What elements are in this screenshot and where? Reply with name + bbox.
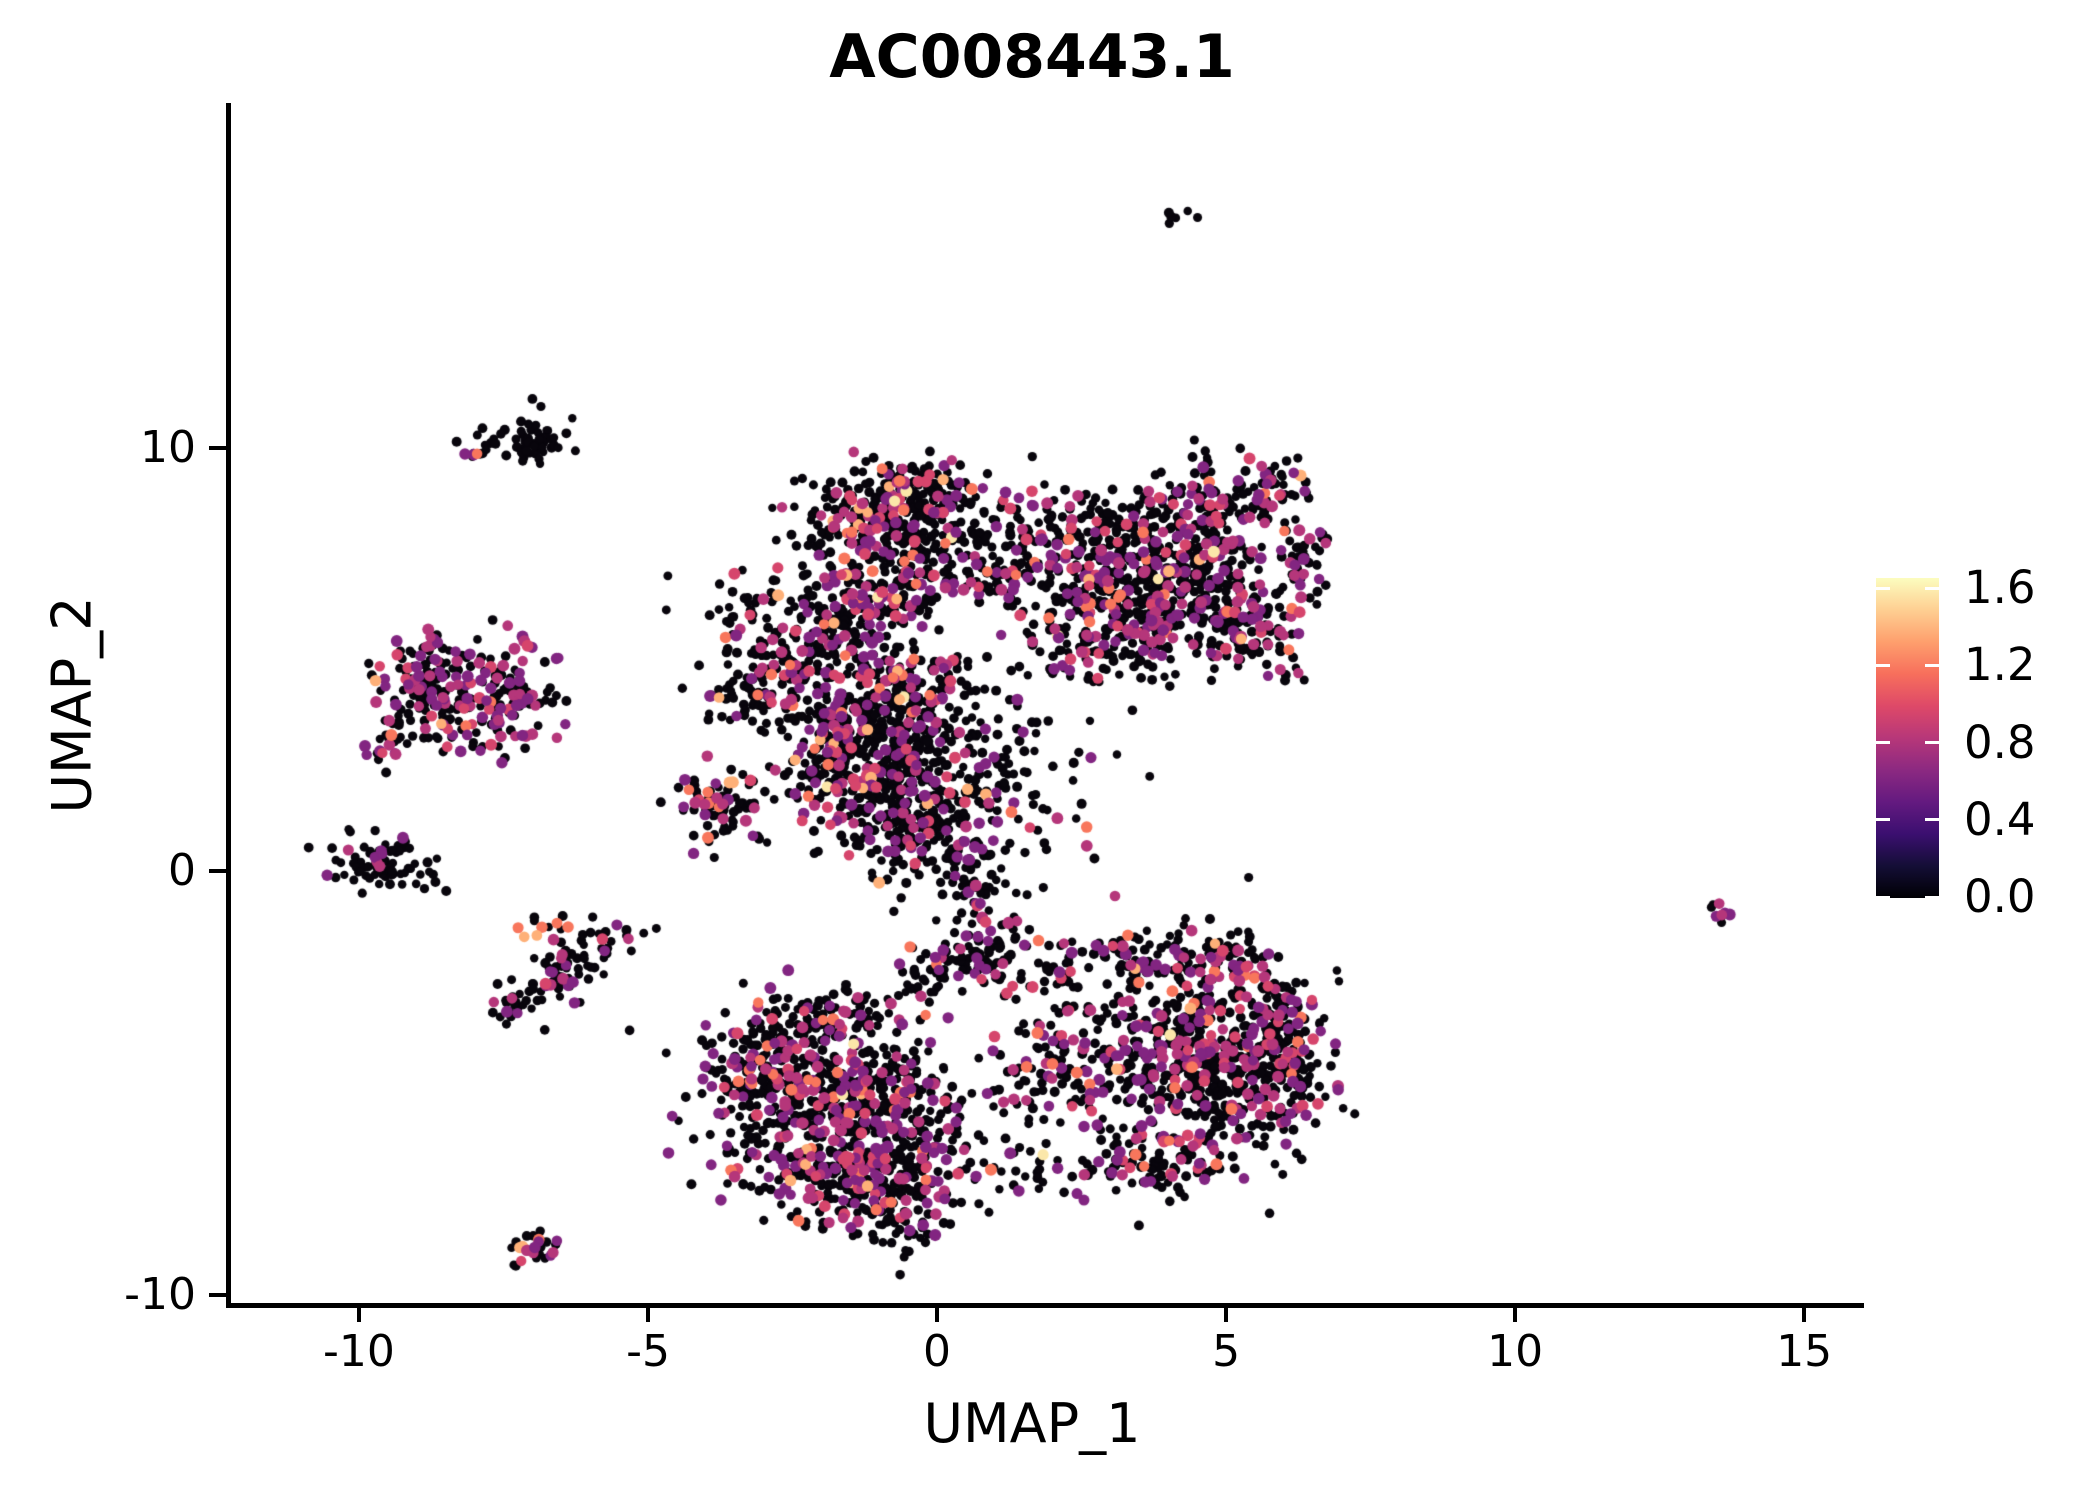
colorbar-tick-mark	[1876, 586, 1890, 590]
y-tick-label: 0	[168, 845, 196, 897]
x-tick-label: -5	[626, 1326, 670, 1377]
colorbar-tick-mark	[1925, 895, 1939, 899]
colorbar-tick-mark	[1925, 818, 1939, 822]
colorbar-tick-mark	[1876, 895, 1890, 899]
colorbar-tick-mark	[1925, 741, 1939, 744]
x-tick-mark	[646, 1306, 650, 1322]
x-axis-line	[226, 1303, 1864, 1308]
x-tick-mark	[935, 1306, 940, 1322]
y-tick-mark	[209, 1292, 226, 1297]
colorbar-tick-label: 1.2	[1964, 638, 2036, 692]
colorbar-tick-mark	[1925, 586, 1939, 590]
x-tick-mark	[1513, 1306, 1518, 1322]
colorbar-tick-label: 0.0	[1964, 870, 2036, 923]
y-tick-mark	[209, 869, 226, 874]
x-tick-mark	[1224, 1306, 1229, 1322]
x-axis-label: UMAP_1	[923, 1392, 1141, 1455]
colorbar-tick-label: 0.4	[1964, 792, 2036, 846]
y-tick-label: 10	[140, 421, 196, 473]
colorbar-tick-label: 1.6	[1964, 561, 2036, 614]
plot-title: AC008443.1	[829, 22, 1235, 92]
colorbar-tick-mark	[1876, 663, 1890, 667]
x-tick-label: -10	[323, 1326, 395, 1377]
colorbar-tick-mark	[1925, 663, 1939, 667]
colorbar-gradient	[1876, 578, 1939, 898]
x-tick-label: 0	[923, 1326, 952, 1377]
colorbar-tick-mark	[1876, 818, 1890, 822]
colorbar-tick-mark	[1876, 741, 1890, 744]
y-axis-line	[226, 103, 231, 1308]
y-axis-label: UMAP_2	[40, 596, 104, 814]
x-tick-label: 10	[1487, 1326, 1544, 1377]
x-tick-label: 5	[1212, 1326, 1241, 1377]
x-tick-label: 15	[1776, 1326, 1833, 1377]
x-tick-mark	[1802, 1306, 1807, 1322]
y-tick-label: -10	[124, 1268, 196, 1320]
colorbar-tick-label: 0.8	[1964, 715, 2036, 769]
x-tick-mark	[356, 1306, 361, 1322]
y-tick-mark	[209, 445, 226, 450]
